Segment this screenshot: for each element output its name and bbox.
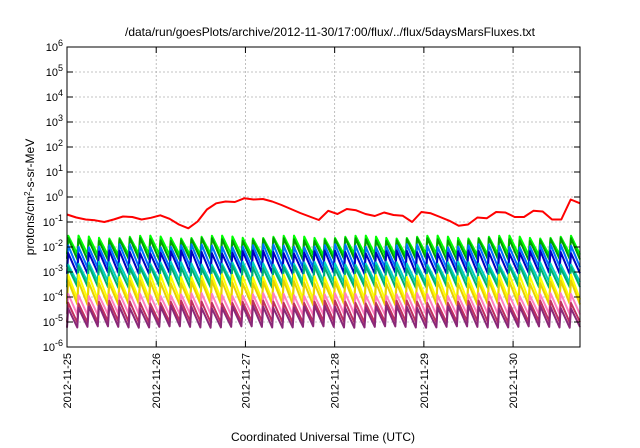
- x-tick-label: 2012-11-29: [419, 353, 431, 408]
- y-tick-label: 10-3: [43, 263, 63, 279]
- x-axis: 2012-11-25 2012-11-26 2012-11-27 2012-11-28…: [62, 47, 520, 408]
- y-tick-label: 102: [46, 138, 63, 154]
- y-tick-label: 106: [46, 38, 63, 54]
- x-tick-label: 2012-11-30: [508, 353, 520, 408]
- y-axis-label: protons/cm2-s-sr-MeV: [23, 139, 38, 255]
- flux-series-11: [66, 304, 581, 329]
- y-tick-label: 101: [46, 163, 63, 179]
- x-tick-label: 2012-11-28: [330, 353, 342, 408]
- x-tick-label: 2012-11-26: [151, 353, 163, 408]
- y-tick-label: 10-2: [43, 238, 63, 254]
- x-tick-label: 2012-11-27: [240, 353, 252, 408]
- y-tick-label: 10-1: [43, 213, 63, 229]
- y-tick-label: 104: [46, 88, 63, 104]
- y-tick-label: 103: [46, 113, 63, 129]
- chart-title: /data/run/goesPlots/archive/2012-11-30/1…: [125, 25, 536, 39]
- flux-series-0: [66, 197, 581, 230]
- x-tick-label: 2012-11-25: [62, 353, 74, 408]
- y-tick-label: 10-4: [43, 288, 63, 304]
- y-tick-label: 100: [46, 188, 63, 204]
- y-tick-label: 105: [46, 63, 63, 79]
- x-axis-label: Coordinated Universal Time (UTC): [231, 430, 415, 444]
- series-group: [66, 197, 581, 329]
- y-tick-label: 10-6: [43, 338, 63, 354]
- y-tick-label: 10-5: [43, 313, 63, 329]
